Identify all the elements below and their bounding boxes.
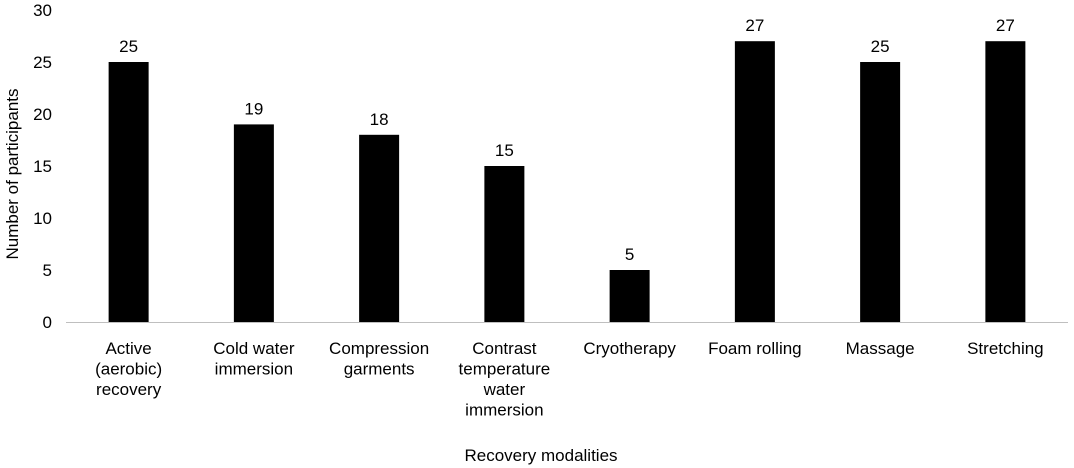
y-tick-label: 0 <box>43 313 52 332</box>
data-label: 25 <box>871 37 890 56</box>
y-tick-label: 30 <box>33 1 52 20</box>
data-label: 18 <box>370 110 389 129</box>
bar <box>359 134 400 322</box>
bar <box>609 270 650 322</box>
bar <box>233 124 274 323</box>
data-label: 5 <box>625 245 634 264</box>
category-label: Stretching <box>967 339 1044 358</box>
y-tick-label: 5 <box>43 261 52 280</box>
data-label: 19 <box>244 99 263 118</box>
category-label: Massage <box>846 339 915 358</box>
data-labels: 25 19 18 15 5 27 25 27 <box>119 16 1015 264</box>
data-label: 25 <box>119 37 138 56</box>
bar <box>734 41 775 322</box>
category-label: Foam rolling <box>708 339 802 358</box>
category-label: Contrast temperature water immersion <box>459 339 551 420</box>
y-axis: 0 5 10 15 20 25 30 <box>33 1 52 332</box>
x-axis-title: Recovery modalities <box>464 446 617 465</box>
data-label: 15 <box>495 141 514 160</box>
y-tick-label: 10 <box>33 209 52 228</box>
bar <box>484 166 525 322</box>
y-tick-label: 25 <box>33 53 52 72</box>
bars <box>108 41 1026 323</box>
bar <box>860 62 901 322</box>
category-labels: Active (aerobic) recovery Cold water immersi… <box>95 339 1044 420</box>
bar <box>108 62 149 322</box>
category-label: Active (aerobic) recovery <box>95 339 162 399</box>
y-tick-label: 15 <box>33 157 52 176</box>
y-tick-label: 20 <box>33 105 52 124</box>
category-label: Compression garments <box>329 339 429 379</box>
data-label: 27 <box>745 16 764 35</box>
category-label: Cold water immersion <box>213 339 295 379</box>
bar <box>985 41 1026 322</box>
data-label: 27 <box>996 16 1015 35</box>
category-label: Cryotherapy <box>583 339 676 358</box>
y-axis-title: Number of participants <box>3 88 22 259</box>
